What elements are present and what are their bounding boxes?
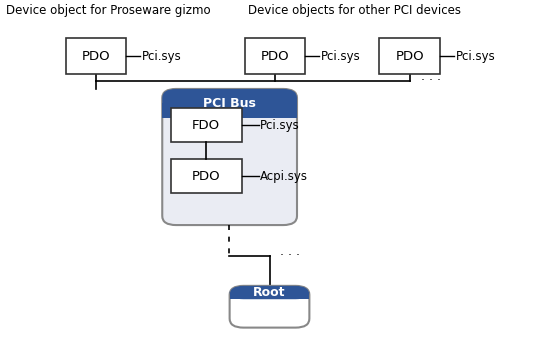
FancyBboxPatch shape: [162, 89, 297, 225]
FancyBboxPatch shape: [245, 38, 305, 74]
Text: FDO: FDO: [192, 119, 221, 132]
Text: PDO: PDO: [82, 50, 111, 63]
Text: PDO: PDO: [395, 50, 424, 63]
Text: Device objects for other PCI devices: Device objects for other PCI devices: [248, 4, 460, 17]
FancyBboxPatch shape: [230, 286, 309, 327]
FancyBboxPatch shape: [162, 89, 297, 118]
Text: Device object for Proseware gizmo: Device object for Proseware gizmo: [6, 4, 210, 17]
Text: Pci.sys: Pci.sys: [260, 119, 300, 132]
FancyBboxPatch shape: [170, 159, 242, 193]
Bar: [162, 103, 297, 118]
Text: . . .: . . .: [280, 245, 300, 258]
Bar: [230, 293, 309, 299]
Text: Acpi.sys: Acpi.sys: [260, 170, 308, 183]
Text: Pci.sys: Pci.sys: [455, 50, 495, 63]
FancyBboxPatch shape: [170, 108, 242, 142]
Text: PDO: PDO: [261, 50, 289, 63]
Text: Pci.sys: Pci.sys: [142, 50, 182, 63]
Text: PCI Bus: PCI Bus: [203, 97, 256, 110]
FancyBboxPatch shape: [379, 38, 440, 74]
Text: . . .: . . .: [421, 70, 441, 83]
Text: Root: Root: [253, 286, 286, 299]
Text: Pci.sys: Pci.sys: [321, 50, 360, 63]
FancyBboxPatch shape: [66, 38, 126, 74]
FancyBboxPatch shape: [230, 286, 309, 299]
Text: PDO: PDO: [192, 170, 221, 183]
